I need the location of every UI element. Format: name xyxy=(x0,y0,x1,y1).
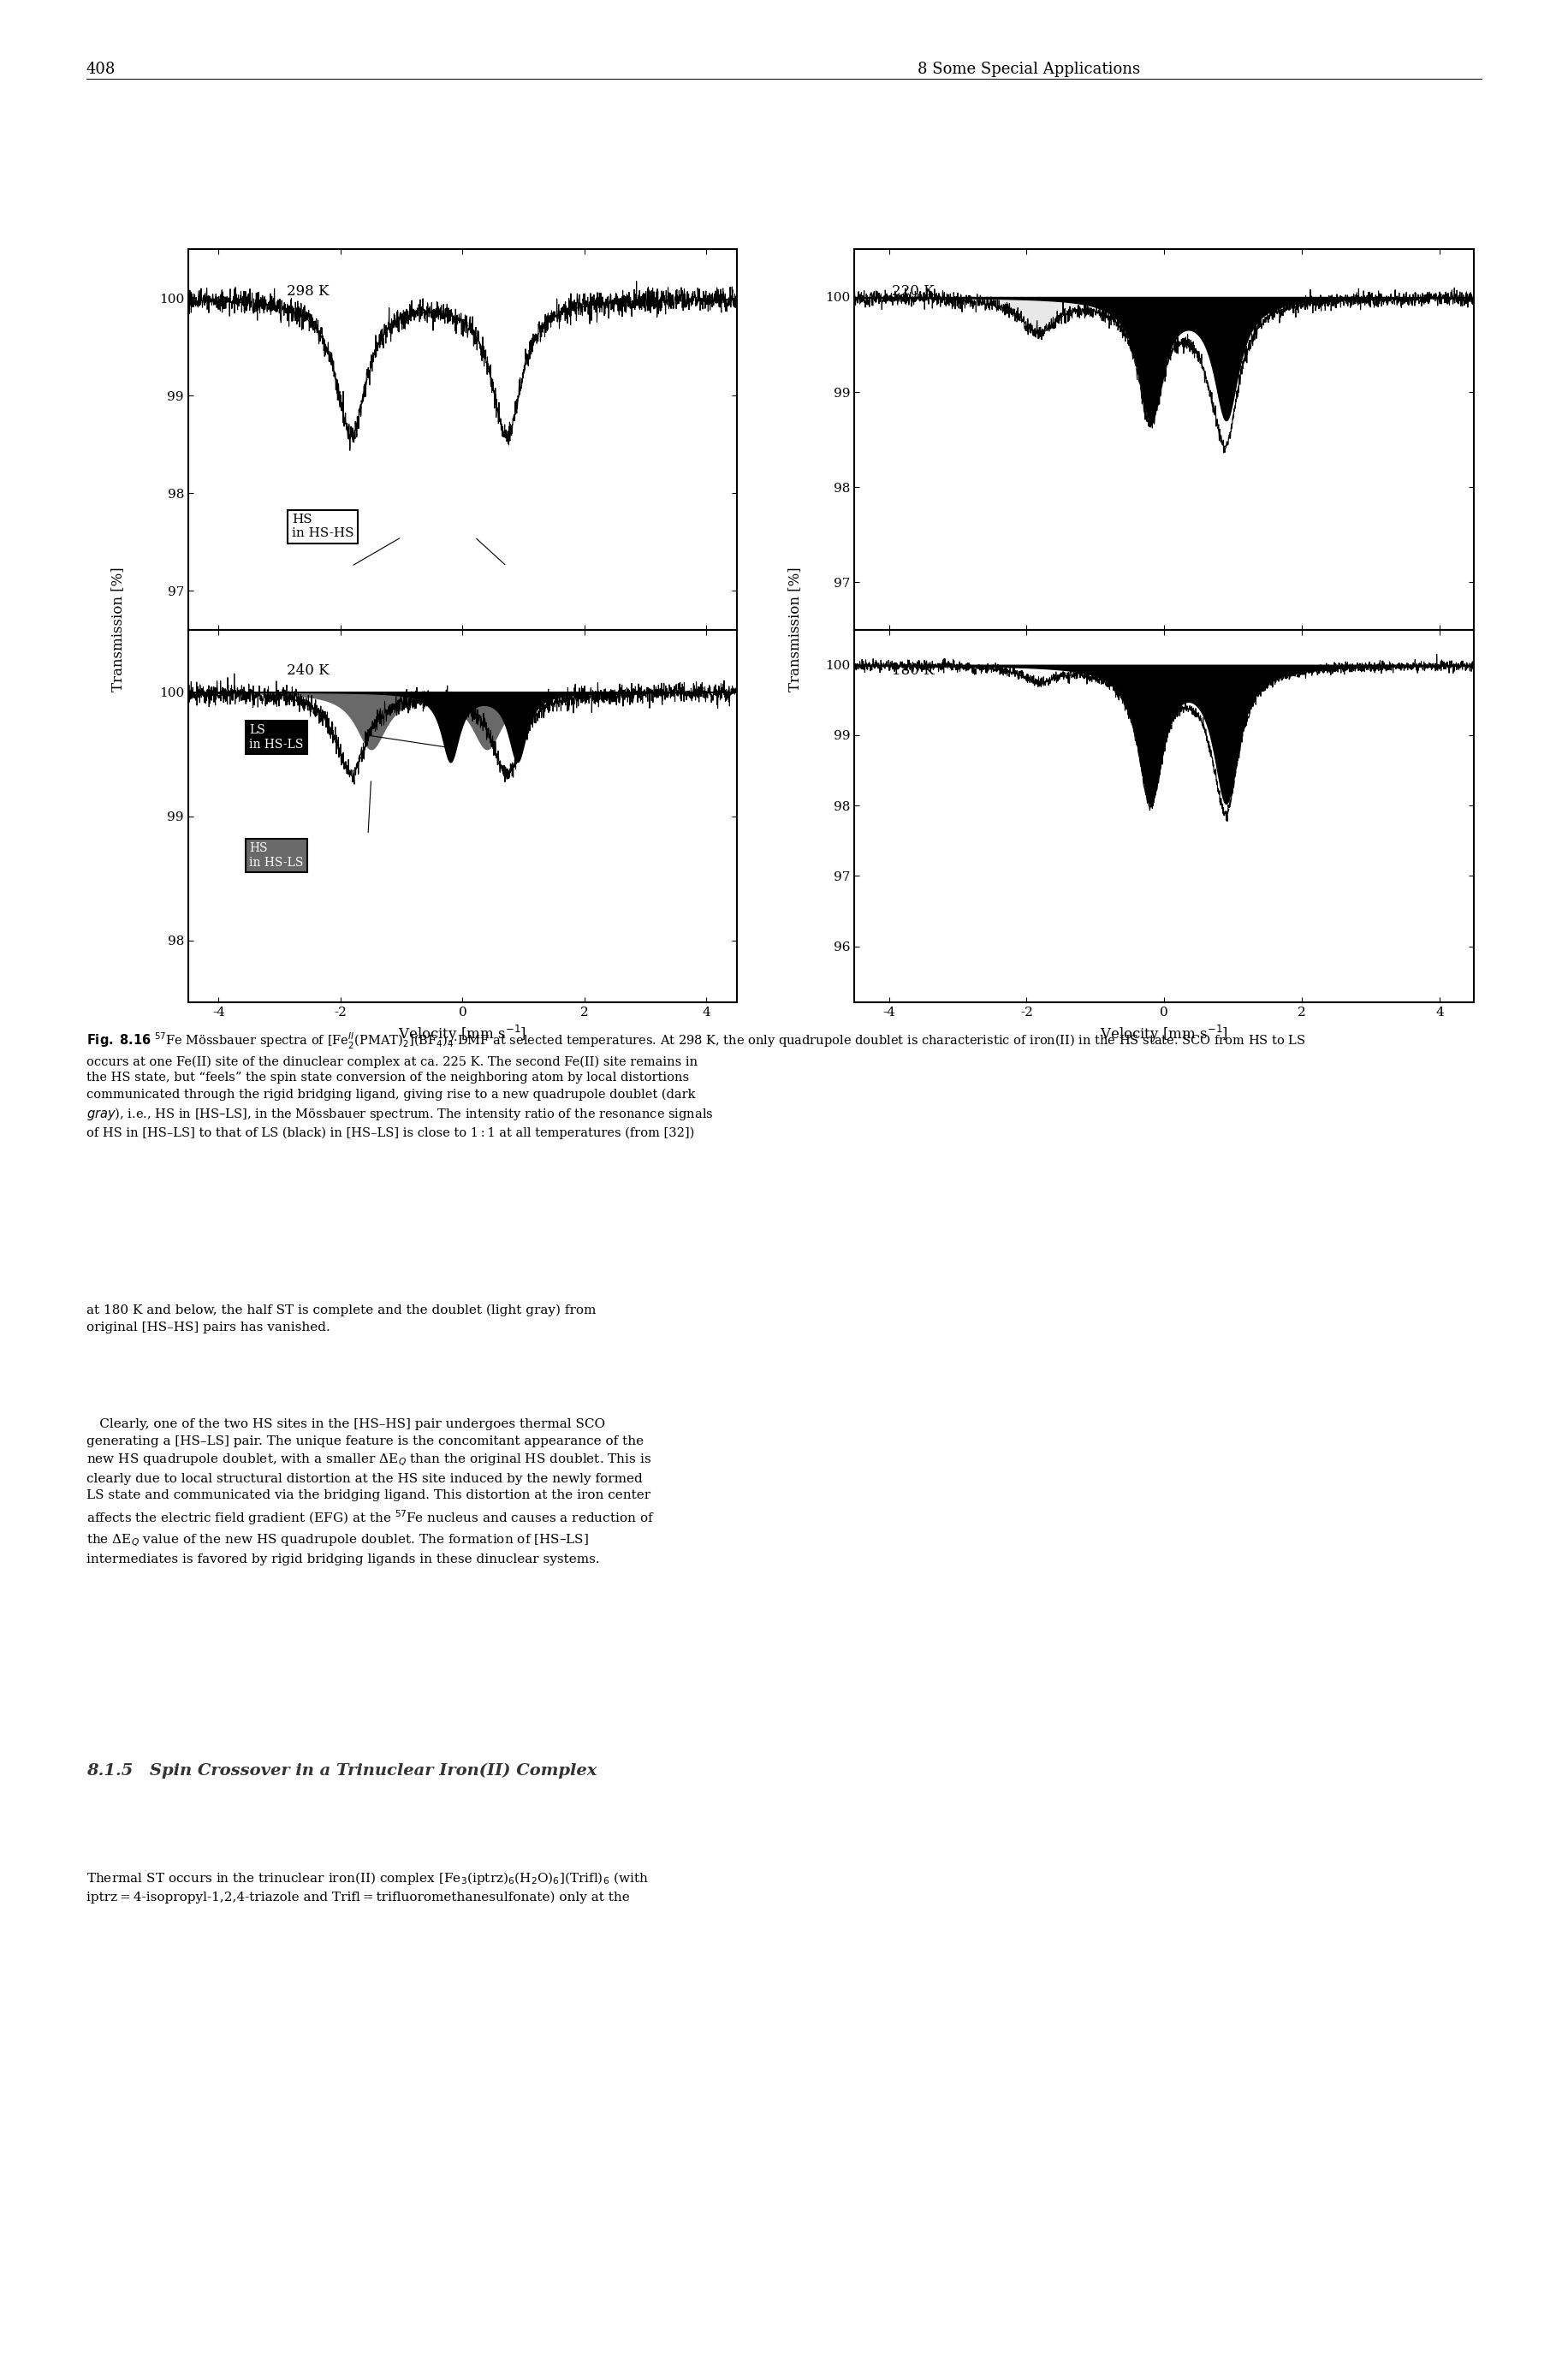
Text: LS
in HS-LS: LS in HS-LS xyxy=(249,725,303,751)
Text: 298 K: 298 K xyxy=(287,285,329,299)
Text: at 180 K and below, the half ST is complete and the doublet (light gray) from
or: at 180 K and below, the half ST is compl… xyxy=(86,1304,596,1333)
Text: 8 Some Special Applications: 8 Some Special Applications xyxy=(917,62,1140,76)
Text: 240 K: 240 K xyxy=(287,663,329,677)
Text: Transmission [%]: Transmission [%] xyxy=(110,568,125,691)
Text: $\mathbf{Fig.\ 8.16}$ $^{57}$Fe Mössbauer spectra of [Fe$_2^{II}$(PMAT)$_2$](BF$: $\mathbf{Fig.\ 8.16}$ $^{57}$Fe Mössbaue… xyxy=(86,1031,1306,1138)
X-axis label: Velocity [mm s$^{-1}$]: Velocity [mm s$^{-1}$] xyxy=(398,1024,527,1043)
Text: 8.1.5 Spin Crossover in a Trinuclear Iron(II) Complex: 8.1.5 Spin Crossover in a Trinuclear Iro… xyxy=(86,1763,597,1780)
Text: HS
in HS-HS: HS in HS-HS xyxy=(292,513,354,539)
X-axis label: Velocity [mm s$^{-1}$]: Velocity [mm s$^{-1}$] xyxy=(1101,1024,1228,1043)
Text: Transmission [%]: Transmission [%] xyxy=(787,568,803,691)
Text: HS
in HS-LS: HS in HS-LS xyxy=(249,843,303,870)
Text: 180 K: 180 K xyxy=(892,663,935,677)
Text: 408: 408 xyxy=(86,62,116,76)
Text: Clearly, one of the two HS sites in the [HS–HS] pair undergoes thermal SCO
gener: Clearly, one of the two HS sites in the … xyxy=(86,1418,654,1566)
Text: Thermal ST occurs in the trinuclear iron(II) complex [Fe$_3$(iptrz)$_6$(H$_2$O)$: Thermal ST occurs in the trinuclear iron… xyxy=(86,1870,648,1903)
Text: 220 K: 220 K xyxy=(892,285,935,299)
